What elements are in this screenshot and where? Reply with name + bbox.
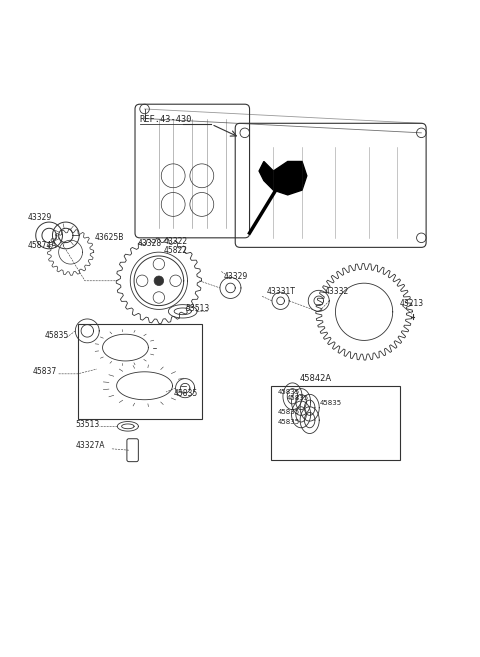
Bar	[271, 386, 400, 460]
Polygon shape	[259, 162, 307, 195]
Text: 45837: 45837	[33, 367, 57, 376]
Text: 43329: 43329	[28, 213, 52, 221]
Circle shape	[154, 276, 164, 286]
Text: 45822: 45822	[164, 246, 188, 255]
Text: 45835: 45835	[320, 400, 342, 406]
Text: 53513: 53513	[75, 420, 100, 429]
Text: 43322: 43322	[164, 237, 188, 246]
Text: 43327A: 43327A	[75, 441, 105, 450]
Text: 53513: 53513	[185, 304, 209, 313]
Text: 45835: 45835	[44, 331, 69, 340]
Text: 45835: 45835	[278, 419, 300, 425]
Text: 45835: 45835	[286, 395, 309, 401]
Text: REF.43-430: REF.43-430	[140, 116, 192, 124]
Text: 43332: 43332	[325, 287, 349, 296]
Text: 45835: 45835	[278, 390, 300, 396]
Bar	[78, 324, 202, 419]
Text: 43331T: 43331T	[266, 287, 295, 296]
Text: 45842A: 45842A	[300, 374, 332, 383]
Text: 43328: 43328	[137, 239, 162, 248]
Text: 45874A: 45874A	[28, 241, 57, 250]
Text: 45835: 45835	[173, 389, 197, 398]
Text: 43329: 43329	[223, 272, 248, 281]
Text: 43213: 43213	[400, 298, 424, 307]
Text: 43625B: 43625B	[95, 233, 124, 242]
Text: 45835: 45835	[278, 409, 300, 415]
